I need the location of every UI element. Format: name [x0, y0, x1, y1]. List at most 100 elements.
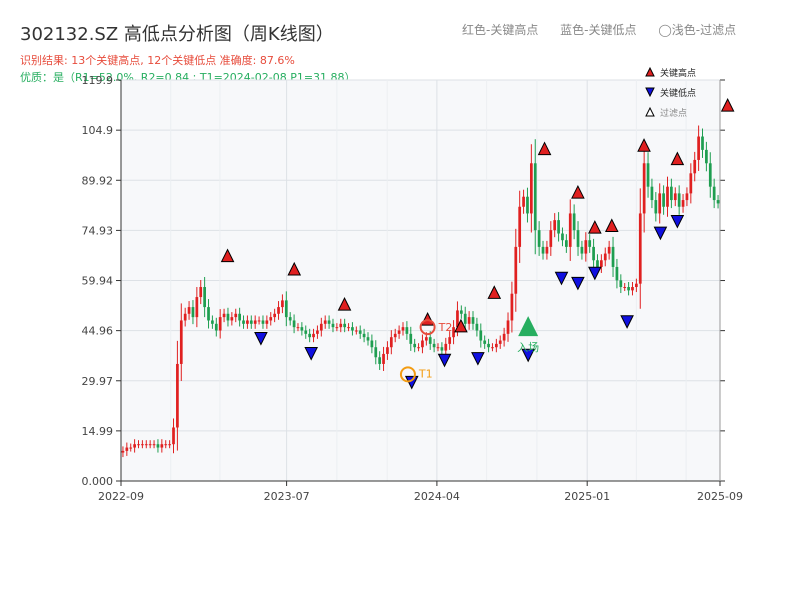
key-high-marker: [287, 261, 302, 276]
candle-body: [226, 313, 230, 321]
candle-body: [600, 260, 603, 267]
candle-body: [494, 343, 498, 348]
candle-body: [292, 320, 296, 328]
candle-body: [596, 260, 599, 267]
candle-body: [716, 200, 720, 204]
candle-body: [195, 297, 199, 318]
key-low-marker: [521, 348, 535, 363]
candle-body: [510, 293, 514, 321]
candle-body: [187, 307, 191, 314]
candle-body: [673, 193, 677, 201]
candle-body: [452, 327, 455, 338]
candle-body: [592, 246, 595, 261]
candle-body: [580, 246, 584, 254]
candle-body: [557, 220, 560, 234]
candle-body: [708, 163, 712, 187]
candle-body: [584, 240, 588, 254]
candle-body: [362, 333, 366, 338]
candle-body: [522, 196, 525, 207]
candle-body: [249, 320, 253, 324]
candle-body: [176, 363, 179, 428]
candle-body: [553, 220, 557, 231]
candle-body: [681, 200, 685, 207]
candle-body: [615, 266, 619, 281]
candle-body: [277, 307, 280, 314]
candle-body: [541, 246, 545, 254]
candle-body: [144, 444, 148, 446]
candle-body: [164, 444, 168, 446]
candle-body: [568, 213, 572, 247]
candle-body: [448, 337, 452, 344]
candle-body: [203, 287, 206, 308]
candle-body: [549, 230, 553, 247]
candle-body: [409, 333, 413, 344]
key-low-marker: [620, 315, 634, 329]
candle-body: [288, 317, 292, 321]
candle-body: [191, 307, 195, 318]
candle-body: [498, 340, 502, 344]
candle-body: [214, 323, 218, 331]
candle-body: [588, 240, 592, 247]
key-high-marker: [588, 220, 602, 234]
candle-body: [331, 323, 335, 328]
candle-body: [374, 347, 378, 358]
candle-body: [619, 280, 623, 288]
key-low-marker: [554, 271, 569, 286]
chart-title: 302132.SZ 高低点分析图（周K线图）: [20, 24, 334, 45]
candle-body: [211, 320, 214, 324]
candle-body: [564, 240, 568, 247]
key-high-marker: [454, 318, 468, 333]
candle-body: [685, 193, 689, 201]
candle-body: [456, 310, 459, 328]
candle-body: [479, 330, 483, 341]
candle-body: [471, 317, 475, 324]
entry-marker: [518, 316, 539, 337]
candle-body: [160, 444, 164, 448]
candle-body: [572, 213, 576, 231]
candle-body: [234, 313, 238, 318]
candle-body: [125, 447, 129, 451]
candle-body: [421, 340, 424, 348]
x-tick-label: 2025-09: [697, 490, 743, 503]
candle-body: [183, 313, 187, 321]
candle-body: [518, 206, 522, 247]
candle-body: [300, 327, 304, 331]
candle-body: [428, 337, 432, 344]
candle-body: [701, 136, 704, 150]
candle-body: [347, 327, 350, 329]
x-tick-label: 2024-04: [414, 490, 460, 503]
y-tick-label: 29.97: [82, 375, 114, 388]
candle-body: [650, 186, 654, 201]
candle-body: [137, 444, 140, 446]
candle-body: [246, 320, 249, 324]
result-line: 识别结果: 13个关键高点, 12个关键低点 准确度: 87.6%: [20, 54, 295, 67]
candle-body: [576, 230, 580, 247]
candle-body: [281, 300, 284, 308]
candle-body: [526, 196, 529, 214]
candle-body: [370, 340, 374, 348]
key-low-marker: [571, 276, 585, 291]
y-tick-label: 0.000: [82, 475, 114, 488]
key-low-marker: [304, 347, 319, 361]
candle-body: [712, 186, 716, 201]
candle-body: [397, 330, 401, 334]
candle-body: [199, 287, 203, 298]
legend-blue-label: 蓝色-关键低点: [560, 23, 637, 37]
candle-body: [677, 193, 681, 207]
candle-body: [611, 246, 615, 267]
candle-body: [366, 337, 370, 341]
y-tick-label: 14.99: [82, 425, 114, 438]
candle-body: [658, 193, 662, 214]
candle-body: [265, 320, 269, 324]
top-legend: 红色-关键高点 蓝色-关键低点 ◯浅色-过滤点: [462, 21, 754, 38]
candle-body: [378, 357, 382, 364]
candle-body: [179, 320, 183, 364]
candle-body: [642, 163, 646, 214]
candle-body: [693, 159, 697, 174]
candle-body: [705, 149, 708, 164]
candle-body: [467, 317, 471, 324]
candle-body: [537, 230, 541, 247]
candle-body: [646, 163, 650, 187]
candle-body: [491, 347, 494, 349]
